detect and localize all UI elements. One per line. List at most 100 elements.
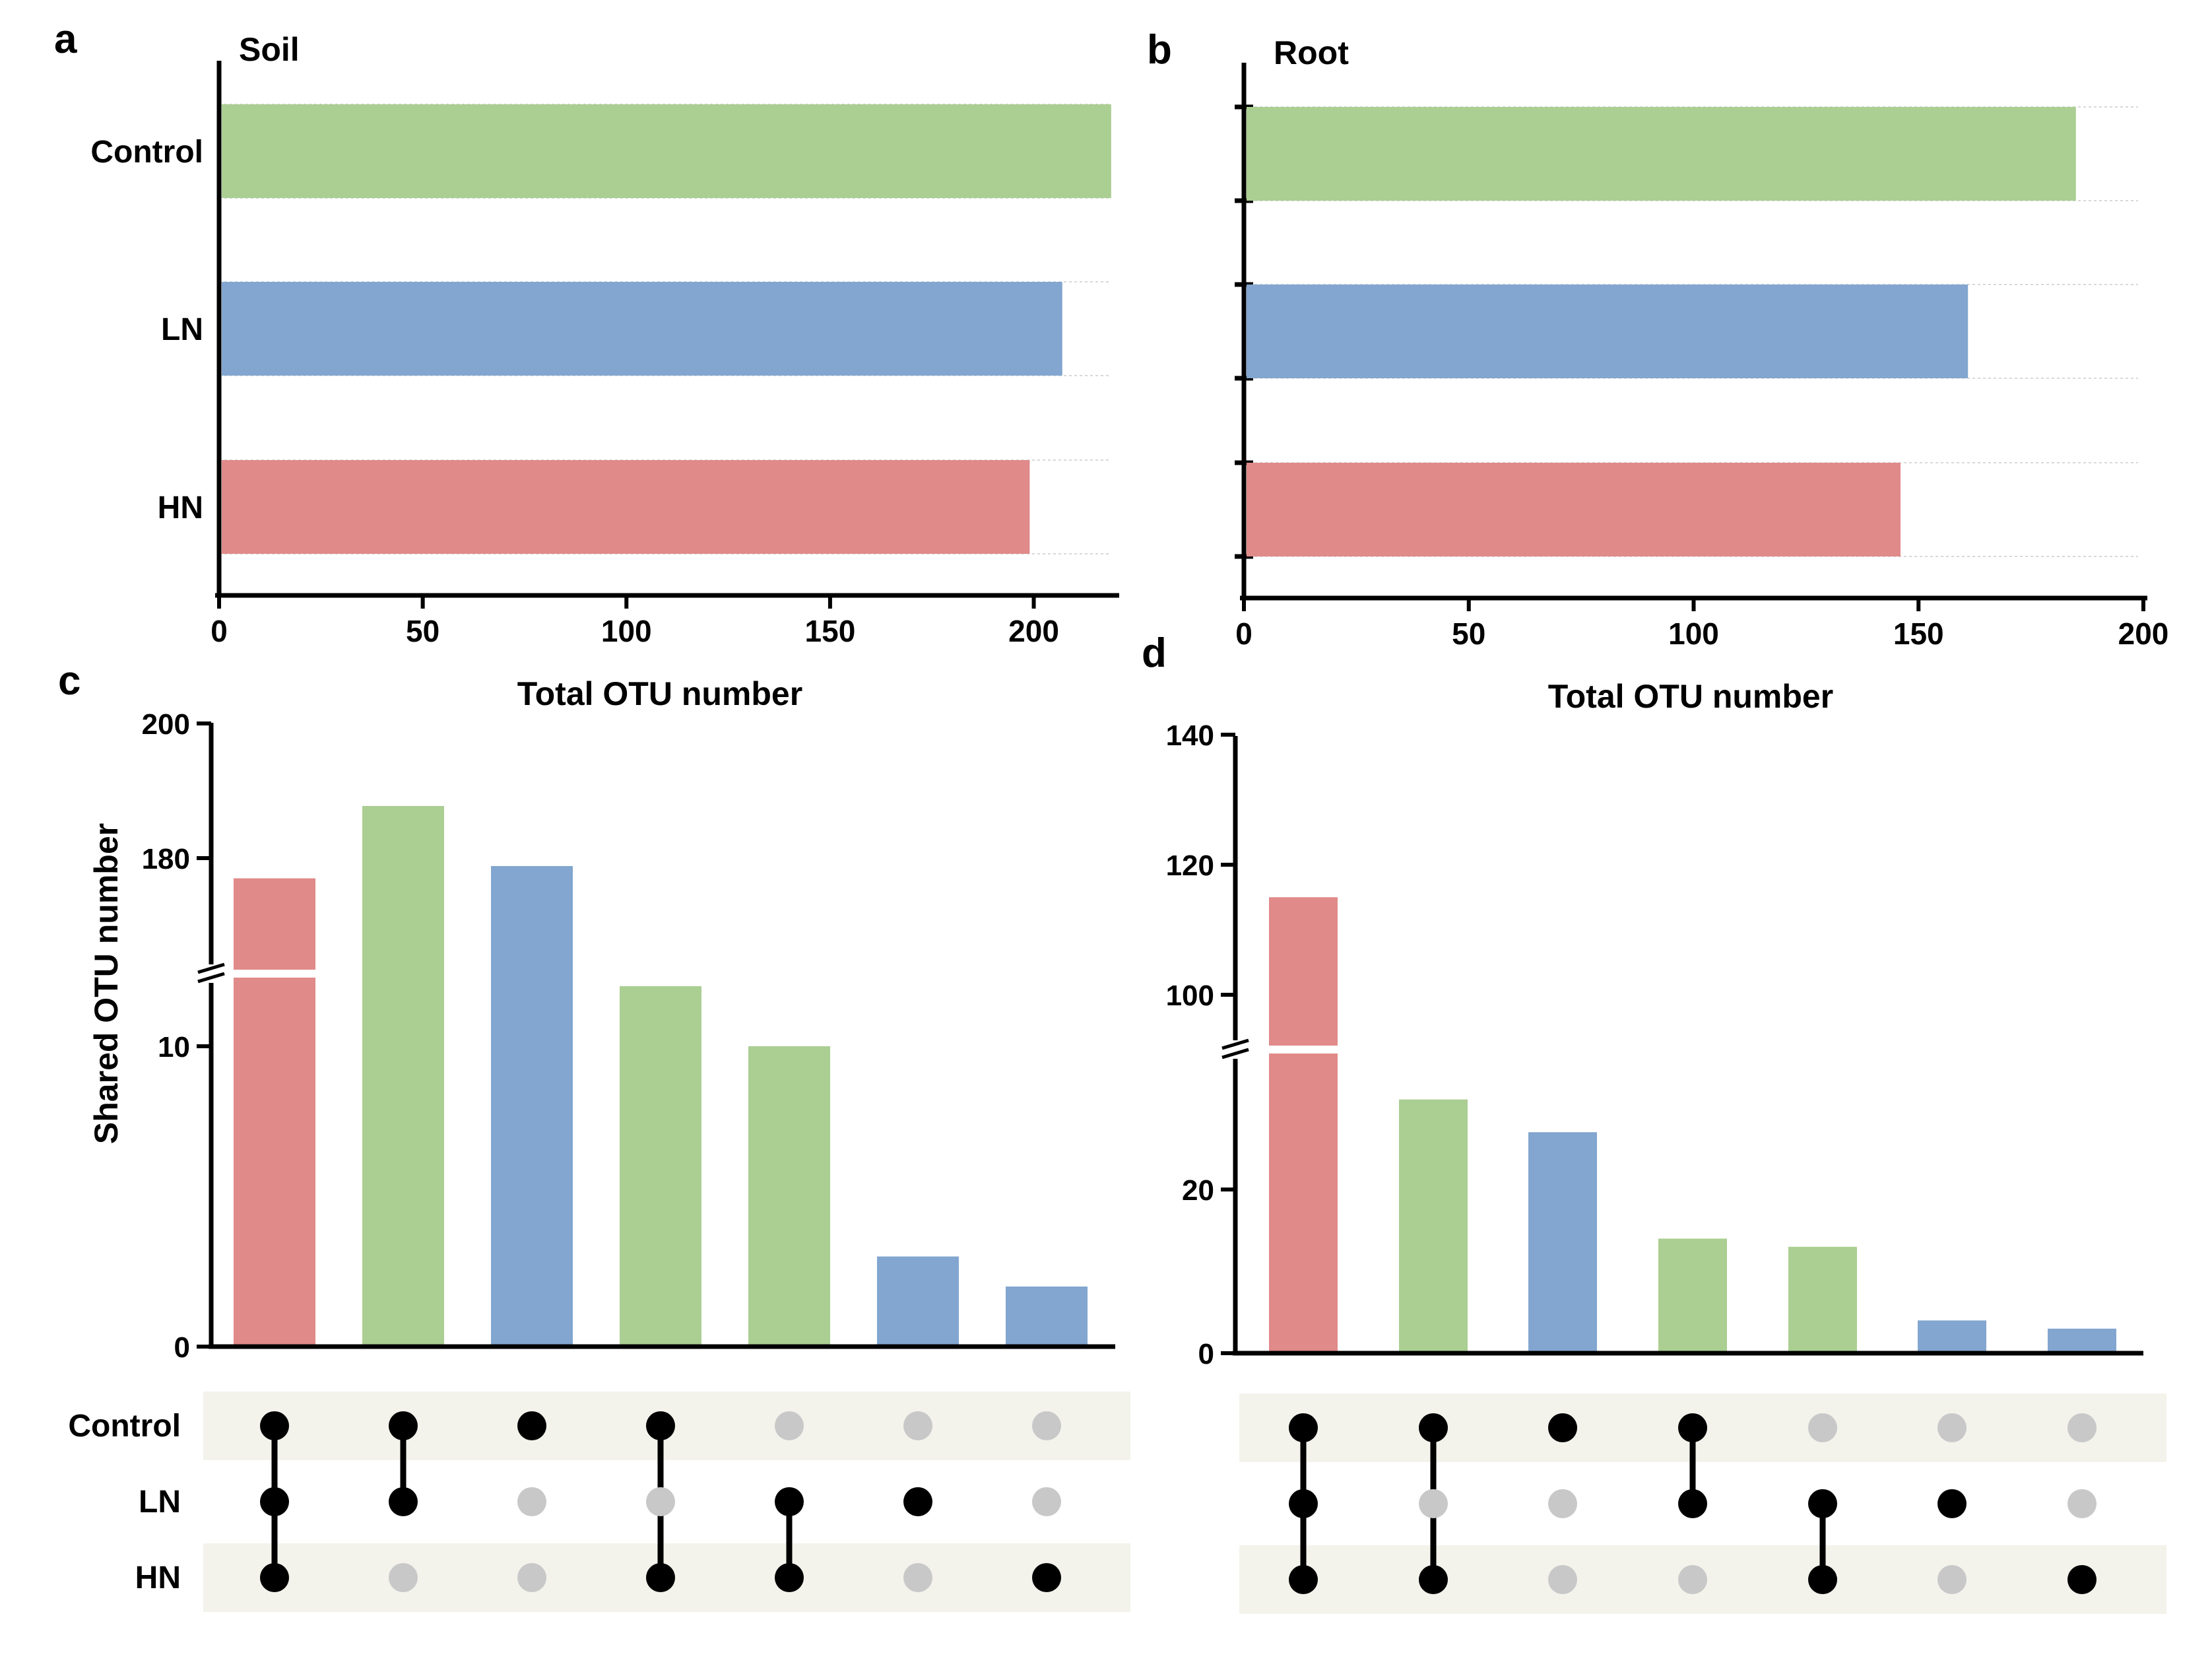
intersection-bar	[1918, 1320, 1986, 1353]
matrix-dot-active	[1032, 1563, 1061, 1592]
bar-ln	[222, 282, 1062, 376]
matrix-dot-inactive	[903, 1411, 932, 1440]
intersection-bar	[1528, 1132, 1597, 1353]
x-tick-label: 200	[2118, 617, 2169, 651]
matrix-dot-active	[775, 1563, 804, 1592]
intersection-bar	[1658, 1238, 1727, 1353]
matrix-dot-active	[1808, 1489, 1837, 1518]
intersection-bar	[2048, 1328, 2116, 1353]
panel-letter-b: b	[1147, 27, 1172, 73]
panel-c: 0 10 180 200 Control LN HN	[68, 708, 1130, 1612]
axis-break-mark	[197, 962, 225, 974]
panel-b: 0 50 100 150 200	[1235, 63, 2168, 651]
panel-d: 0 20 100 120 140	[1166, 720, 2166, 1614]
matrix-dot-inactive	[1937, 1565, 1967, 1594]
intersection-bar	[1269, 897, 1338, 1353]
y-tick-label: 0	[174, 1331, 190, 1364]
matrix-dot-active	[260, 1487, 289, 1516]
matrix-dot-active	[1289, 1489, 1318, 1518]
bar-ln	[1247, 285, 1968, 378]
x-tick-label: 200	[1008, 614, 1059, 648]
intersection-bar	[877, 1256, 959, 1347]
x-tick-label: 50	[406, 614, 439, 648]
x-tick-label: 0	[1235, 617, 1252, 651]
matrix-dot-active	[1937, 1489, 1967, 1518]
matrix-dot-active	[903, 1487, 932, 1516]
matrix-dot-inactive	[2067, 1489, 2097, 1518]
y-tick-label: 120	[1166, 850, 1214, 882]
intersection-bar	[234, 878, 315, 1347]
panel-b-xlabel: Total OTU number	[1548, 678, 1833, 715]
matrix-dot-active	[1289, 1565, 1318, 1594]
intersection-bar	[1788, 1246, 1857, 1353]
x-tick-label: 0	[211, 614, 228, 648]
intersection-bar	[491, 866, 573, 1347]
y-tick-label: 180	[142, 843, 190, 875]
set-label-control: Control	[68, 1409, 181, 1444]
matrix-dot-active	[517, 1411, 546, 1440]
matrix-dot-inactive	[1678, 1565, 1707, 1594]
y-tick-label: 140	[1166, 720, 1214, 752]
bar-hn	[1247, 463, 1901, 556]
panel-letter-c: c	[58, 658, 81, 704]
panel-a: Control LN HN 0 50 100 150 200	[90, 61, 1119, 648]
matrix-dot-inactive	[1937, 1413, 1967, 1442]
matrix-dot-active	[2067, 1565, 2097, 1594]
x-tick-label: 50	[1452, 617, 1485, 651]
intersection-bar	[748, 1046, 830, 1347]
bar-control	[1247, 107, 2076, 201]
panel-a-xlabel: Total OTU number	[517, 675, 802, 712]
intersection-bar	[1399, 1099, 1468, 1353]
intersection-bar	[1006, 1287, 1088, 1347]
matrix-dot-inactive	[389, 1563, 418, 1592]
panel-c-ylabel: Shared OTU number	[88, 823, 125, 1144]
matrix-dot-inactive	[517, 1563, 546, 1592]
matrix-dot-active	[1289, 1413, 1318, 1442]
y-tick-label: 0	[1198, 1338, 1214, 1370]
y-tick-label: 200	[142, 708, 190, 741]
matrix-dot-inactive	[1419, 1489, 1448, 1518]
category-label: HN	[158, 490, 203, 525]
y-tick-label: 100	[1166, 980, 1214, 1012]
y-tick-label: 10	[158, 1031, 190, 1063]
matrix-dot-active	[389, 1487, 418, 1516]
axis-break-mark	[197, 972, 225, 984]
matrix-dot-inactive	[903, 1563, 932, 1592]
panel-letter-d: d	[1142, 630, 1167, 676]
axis-break-mark	[1221, 1038, 1249, 1050]
matrix-dot-active	[1808, 1565, 1837, 1594]
matrix-dot-active	[646, 1411, 675, 1440]
panel-letter-a: a	[54, 17, 77, 62]
set-label-ln: LN	[139, 1485, 181, 1520]
x-tick-label: 100	[601, 614, 652, 648]
matrix-dot-inactive	[775, 1411, 804, 1440]
x-tick-label: 150	[1893, 617, 1944, 651]
matrix-dot-active	[646, 1563, 675, 1592]
x-tick-label: 100	[1668, 617, 1719, 651]
panel-a-title: Soil	[239, 31, 300, 68]
category-label: Control	[90, 135, 203, 170]
bar-hn	[222, 460, 1030, 554]
set-label-hn: HN	[135, 1560, 181, 1595]
matrix-dot-inactive	[517, 1487, 546, 1516]
matrix-dot-active	[775, 1487, 804, 1516]
bar-break-gap	[1268, 1046, 1339, 1054]
matrix-dot-inactive	[2067, 1413, 2097, 1442]
matrix-dot-inactive	[1032, 1411, 1061, 1440]
matrix-dot-active	[260, 1411, 289, 1440]
intersection-bar	[620, 986, 701, 1347]
matrix-dot-active	[1678, 1413, 1707, 1442]
y-tick-label: 20	[1182, 1174, 1214, 1207]
matrix-dot-inactive	[646, 1487, 675, 1516]
bar-break-gap	[232, 970, 317, 978]
panel-b-title: Root	[1274, 34, 1349, 71]
matrix-dot-active	[389, 1411, 418, 1440]
matrix-dot-active	[260, 1563, 289, 1592]
matrix-dot-active	[1419, 1565, 1448, 1594]
matrix-dot-inactive	[1808, 1413, 1837, 1442]
matrix-dot-active	[1678, 1489, 1707, 1518]
category-label: LN	[161, 312, 203, 347]
axis-break-mark	[1221, 1048, 1249, 1059]
matrix-dot-active	[1419, 1413, 1448, 1442]
